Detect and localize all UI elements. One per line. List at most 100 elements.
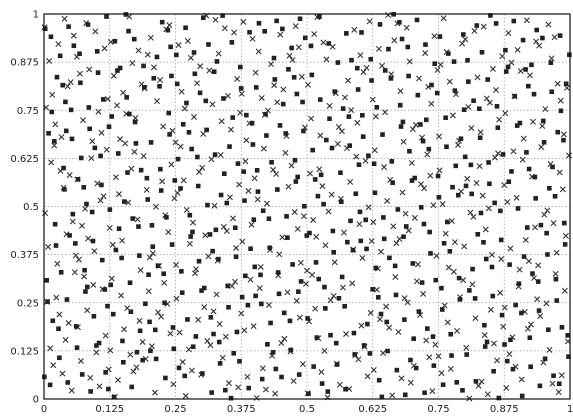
cross-point — [135, 47, 142, 54]
cross-point — [149, 250, 156, 257]
cross-point — [97, 197, 104, 204]
square-point — [232, 225, 238, 231]
x-tick-label: 0.25 — [164, 404, 186, 415]
square-point — [184, 100, 189, 106]
square-point — [74, 345, 80, 350]
cross-point — [412, 121, 419, 128]
square-point — [49, 109, 55, 115]
cross-point — [347, 178, 354, 185]
square-point — [525, 83, 531, 89]
square-point — [47, 382, 53, 388]
cross-point — [295, 44, 302, 51]
square-point — [400, 119, 406, 125]
cross-point — [106, 224, 113, 231]
cross-point — [313, 233, 320, 240]
cross-point — [364, 373, 371, 380]
cross-point — [435, 353, 442, 360]
cross-point — [147, 34, 154, 41]
y-tick-label: 1 — [33, 10, 39, 21]
cross-point — [527, 321, 534, 328]
cross-point — [273, 171, 280, 178]
cross-point — [166, 22, 173, 29]
cross-point — [323, 56, 330, 63]
square-point — [466, 79, 471, 84]
square-point — [214, 59, 220, 64]
square-point — [306, 391, 311, 396]
square-point — [462, 154, 468, 160]
cross-point — [542, 106, 549, 113]
square-point — [413, 365, 419, 371]
cross-point — [345, 77, 352, 84]
cross-point — [252, 69, 259, 76]
square-point — [157, 83, 162, 89]
square-point — [372, 190, 378, 196]
square-point — [205, 202, 210, 208]
square-point — [262, 28, 268, 34]
cross-point — [499, 53, 506, 60]
square-point — [100, 97, 106, 102]
square-point — [252, 264, 258, 270]
square-point — [170, 325, 176, 330]
square-point — [536, 308, 542, 313]
square-point — [42, 26, 48, 32]
square-point — [465, 58, 470, 63]
x-tick-label: 0 — [41, 404, 47, 415]
y-tick-label: 0 — [33, 395, 39, 406]
cross-point — [93, 349, 100, 356]
square-point — [343, 386, 348, 392]
square-point — [90, 238, 96, 244]
cross-point — [501, 304, 508, 311]
square-point — [132, 119, 138, 125]
cross-point — [327, 297, 334, 304]
cross-point — [285, 183, 292, 190]
square-point — [111, 394, 117, 400]
square-point — [508, 337, 513, 343]
cross-point — [395, 328, 402, 335]
square-point — [120, 338, 125, 344]
square-point — [304, 233, 310, 238]
cross-point — [195, 316, 202, 323]
square-point — [427, 229, 432, 235]
cross-point — [122, 140, 129, 147]
square-point — [373, 265, 379, 271]
square-point — [556, 381, 562, 387]
cross-point — [90, 281, 97, 288]
square-point — [540, 118, 546, 124]
cross-point — [294, 225, 301, 232]
cross-point — [384, 197, 391, 204]
square-point — [399, 36, 405, 42]
square-point — [108, 282, 113, 288]
cross-point — [524, 325, 531, 332]
cross-point — [502, 110, 509, 117]
square-point — [535, 279, 541, 284]
square-point — [121, 359, 126, 365]
cross-point — [340, 229, 347, 236]
x-tick-label: 0.5 — [299, 404, 315, 415]
square-point — [289, 45, 294, 51]
square-point — [288, 347, 294, 353]
cross-point — [464, 175, 471, 182]
cross-point — [238, 310, 245, 317]
square-point — [86, 105, 92, 110]
square-point — [496, 395, 502, 401]
cross-point — [523, 17, 530, 24]
square-point — [190, 229, 195, 235]
cross-point — [58, 134, 65, 141]
cross-point — [382, 109, 389, 116]
square-point — [125, 170, 130, 175]
cross-point — [76, 70, 83, 77]
cross-point — [309, 271, 316, 278]
cross-point — [420, 290, 427, 297]
square-point — [365, 321, 370, 327]
cross-point — [482, 226, 489, 233]
square-point — [92, 145, 98, 151]
cross-point — [563, 84, 570, 91]
square-point — [271, 55, 277, 61]
cross-point — [397, 88, 404, 95]
cross-point — [478, 378, 485, 385]
cross-point — [174, 190, 181, 197]
cross-point — [413, 278, 420, 285]
cross-point — [486, 99, 493, 106]
square-point — [387, 255, 392, 261]
square-point — [61, 165, 66, 171]
